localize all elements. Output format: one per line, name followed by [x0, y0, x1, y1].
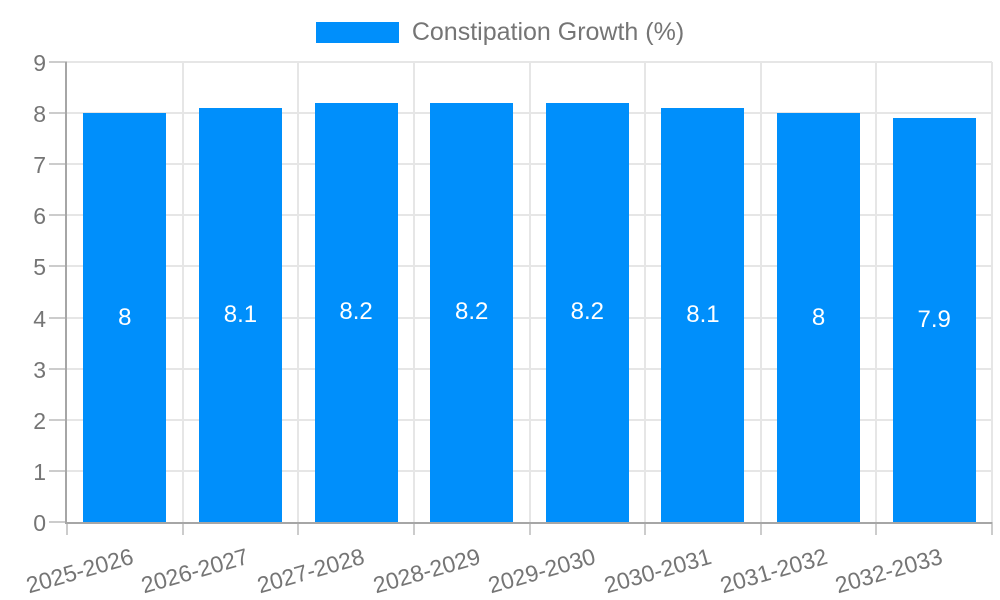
x-axis-tick: [66, 522, 68, 535]
y-axis-tick: [49, 367, 67, 370]
x-axis-category-label: 2032-2033: [832, 543, 946, 599]
x-axis-tick: [644, 522, 647, 535]
y-axis-tick: [49, 214, 67, 217]
y-axis-tick-label: 7: [33, 152, 46, 179]
y-axis-tick: [49, 265, 67, 268]
x-gridline: [991, 62, 993, 522]
y-axis-tick: [49, 418, 67, 421]
x-axis-category-label: 2031-2032: [716, 543, 830, 599]
x-axis-tick: [297, 522, 300, 535]
y-axis-tick: [49, 112, 67, 115]
x-gridline: [759, 62, 762, 522]
bar-value-label: 8.2: [339, 298, 373, 326]
bar-value-label: 8.2: [455, 298, 489, 326]
x-gridline: [528, 62, 531, 522]
x-axis-tick: [991, 522, 993, 535]
bar-value-label: 8.1: [223, 301, 258, 328]
bar-value-label: 8: [811, 303, 826, 331]
x-axis-category-label: 2025-2026: [23, 543, 136, 599]
x-gridline: [181, 62, 184, 522]
bar-value-label: 8.2: [570, 298, 604, 326]
y-axis-tick-label: 9: [33, 50, 46, 76]
x-gridline: [875, 62, 878, 522]
y-axis-tick-label: 2: [33, 407, 46, 434]
x-gridline: [412, 62, 415, 522]
y-axis-tick-label: 5: [33, 254, 46, 281]
y-axis-tick: [49, 163, 67, 166]
x-axis-tick: [875, 522, 878, 535]
x-axis-category-label: 2030-2031: [601, 543, 715, 599]
y-axis-line: [65, 62, 67, 524]
y-axis-tick: [49, 521, 67, 523]
x-gridline: [644, 62, 647, 522]
x-axis-category-label: 2028-2029: [369, 543, 483, 599]
y-axis-tick: [49, 316, 67, 319]
bar-value-label: 8.1: [686, 301, 720, 328]
y-axis-tick-label: 8: [33, 101, 46, 128]
bar[interactable]: 8.1: [198, 108, 282, 522]
legend-swatch-icon: [315, 21, 399, 43]
x-axis-tick: [181, 522, 184, 535]
legend: Constipation Growth (%): [0, 19, 1000, 45]
bar[interactable]: 7.9: [892, 118, 976, 522]
y-axis-tick-label: 0: [33, 510, 46, 536]
bar-value-label: 7.9: [917, 306, 951, 334]
bar[interactable]: 8.1: [661, 108, 745, 522]
y-axis-tick-label: 1: [33, 458, 46, 485]
bar[interactable]: 8: [83, 113, 167, 522]
x-axis-category-label: 2029-2030: [485, 543, 599, 599]
y-axis-tick-label: 3: [33, 356, 46, 383]
x-axis-line: [65, 522, 992, 524]
x-axis-tick: [412, 522, 415, 535]
bar[interactable]: 8.2: [314, 102, 398, 522]
legend-label: Constipation Growth (%): [411, 18, 685, 46]
bar-value-label: 8: [118, 303, 132, 331]
legend-item[interactable]: Constipation Growth (%): [315, 18, 685, 46]
y-axis-tick-label: 6: [33, 203, 46, 230]
x-gridline: [297, 62, 300, 522]
x-axis-tick: [759, 522, 762, 535]
x-axis-tick: [528, 522, 531, 535]
bar[interactable]: 8.2: [430, 102, 514, 522]
y-axis-tick-label: 4: [33, 305, 46, 332]
y-axis-tick: [49, 469, 67, 472]
bar[interactable]: 8.2: [545, 102, 629, 522]
plot-area: 0 1 2 3 4 5 6 7 8 9 8 8.1 8.2 8.2 8.2 8.1 8 7.9 2025-2026 2…: [23, 50, 993, 598]
x-axis-category-label: 2027-2028: [254, 543, 368, 599]
x-axis-category-label: 2026-2027: [138, 543, 252, 599]
y-axis-tick: [49, 61, 67, 63]
bar[interactable]: 8: [777, 113, 861, 522]
